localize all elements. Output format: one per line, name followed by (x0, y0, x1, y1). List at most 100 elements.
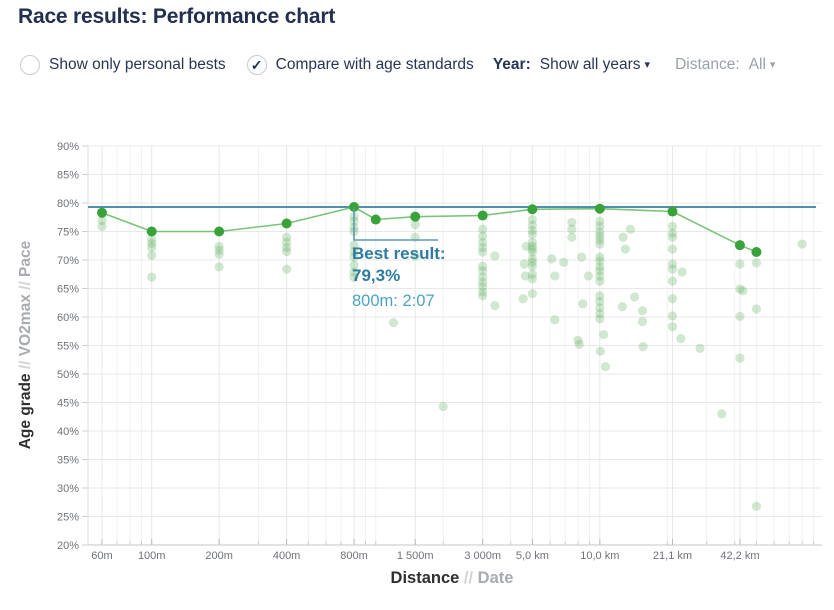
race-data-point[interactable] (519, 259, 529, 269)
race-data-point[interactable] (595, 235, 605, 245)
race-data-point[interactable] (410, 251, 420, 261)
year-dropdown[interactable]: Show all years ▾ (540, 56, 650, 74)
race-data-point[interactable] (478, 247, 488, 257)
race-data-point[interactable] (349, 272, 359, 282)
race-data-point[interactable] (667, 232, 678, 242)
race-data-point[interactable] (583, 271, 594, 281)
race-data-point[interactable] (667, 259, 678, 269)
race-data-point[interactable] (667, 322, 678, 332)
race-data-point[interactable] (618, 232, 628, 242)
race-data-point[interactable] (527, 214, 537, 225)
race-data-point[interactable] (527, 274, 537, 284)
race-data-point[interactable] (667, 311, 678, 321)
race-data-point[interactable] (349, 252, 359, 262)
best-result-point[interactable] (281, 218, 292, 229)
race-data-point[interactable] (620, 244, 630, 254)
race-data-point[interactable] (478, 237, 488, 247)
race-data-point[interactable] (438, 401, 448, 412)
race-data-point[interactable] (578, 299, 588, 309)
race-data-point[interactable] (147, 272, 157, 282)
race-data-point[interactable] (567, 224, 577, 234)
race-data-point[interactable] (599, 330, 609, 340)
race-data-point[interactable] (521, 241, 531, 251)
race-data-point[interactable] (478, 242, 488, 253)
race-data-point[interactable] (595, 239, 605, 249)
race-data-point[interactable] (478, 282, 488, 292)
best-result-point[interactable] (370, 214, 381, 225)
race-data-point[interactable] (547, 254, 557, 264)
race-data-point[interactable] (717, 409, 727, 419)
race-data-point[interactable] (282, 246, 292, 257)
race-data-point[interactable] (595, 314, 605, 324)
race-data-point[interactable] (595, 256, 605, 266)
race-data-point[interactable] (527, 229, 537, 239)
race-data-point[interactable] (595, 262, 605, 272)
race-data-point[interactable] (282, 264, 292, 274)
race-data-point[interactable] (478, 272, 488, 282)
race-data-point[interactable] (527, 247, 537, 257)
race-data-point[interactable] (595, 221, 605, 231)
best-result-point[interactable] (146, 226, 157, 237)
race-data-point[interactable] (478, 224, 488, 234)
race-data-point[interactable] (677, 267, 687, 277)
best-result-point[interactable] (97, 207, 107, 218)
best-result-point[interactable] (667, 206, 678, 217)
race-data-point[interactable] (595, 308, 605, 319)
race-data-point[interactable] (490, 301, 500, 311)
race-data-point[interactable] (527, 244, 537, 254)
race-data-point[interactable] (595, 276, 605, 286)
race-data-point[interactable] (478, 277, 488, 287)
race-data-point[interactable] (97, 216, 107, 226)
race-data-point[interactable] (638, 342, 648, 352)
best-result-point[interactable] (477, 210, 488, 221)
race-data-point[interactable] (527, 257, 537, 267)
race-data-point[interactable] (527, 241, 537, 251)
race-data-point[interactable] (735, 311, 745, 322)
race-data-point[interactable] (349, 240, 359, 250)
race-data-point[interactable] (527, 254, 537, 264)
race-data-point[interactable] (527, 261, 537, 271)
race-data-point[interactable] (595, 266, 605, 276)
race-data-point[interactable] (595, 216, 605, 226)
race-data-point[interactable] (595, 303, 605, 313)
race-data-point[interactable] (595, 271, 605, 281)
checkbox-circle-icon[interactable] (20, 55, 40, 75)
race-data-point[interactable] (667, 276, 678, 286)
race-data-point[interactable] (637, 306, 648, 316)
race-data-point[interactable] (490, 251, 500, 261)
race-data-point[interactable] (478, 287, 488, 297)
race-data-point[interactable] (478, 231, 488, 241)
race-data-point[interactable] (147, 242, 157, 253)
race-data-point[interactable] (527, 289, 537, 299)
best-result-point[interactable] (751, 247, 762, 258)
race-data-point[interactable] (527, 220, 537, 230)
race-data-point[interactable] (567, 217, 577, 227)
race-data-point[interactable] (214, 241, 224, 251)
race-data-point[interactable] (349, 260, 359, 270)
race-data-point[interactable] (676, 334, 686, 344)
race-data-point[interactable] (147, 250, 157, 261)
race-data-point[interactable] (625, 224, 636, 234)
race-data-point[interactable] (751, 258, 762, 268)
race-data-point[interactable] (478, 266, 488, 276)
race-data-point[interactable] (282, 242, 292, 253)
race-data-point[interactable] (527, 237, 537, 247)
best-result-point[interactable] (214, 226, 225, 237)
distance-dropdown[interactable]: All ▾ (749, 56, 776, 74)
race-data-point[interactable] (751, 304, 762, 314)
checkbox-check-icon[interactable]: ✓ (246, 55, 267, 75)
race-data-point[interactable] (595, 252, 605, 262)
race-data-point[interactable] (751, 501, 762, 511)
show-personal-bests-checkbox[interactable]: Show only personal bests (20, 55, 226, 75)
race-data-point[interactable] (695, 343, 705, 353)
race-data-point[interactable] (667, 294, 678, 304)
race-data-point[interactable] (147, 238, 157, 249)
race-data-point[interactable] (667, 221, 678, 231)
race-data-point[interactable] (97, 221, 107, 231)
race-data-point[interactable] (735, 259, 745, 269)
race-data-point[interactable] (630, 292, 640, 302)
race-data-point[interactable] (478, 261, 488, 271)
race-data-point[interactable] (667, 228, 678, 238)
race-data-point[interactable] (214, 245, 224, 255)
race-data-point[interactable] (667, 244, 678, 254)
